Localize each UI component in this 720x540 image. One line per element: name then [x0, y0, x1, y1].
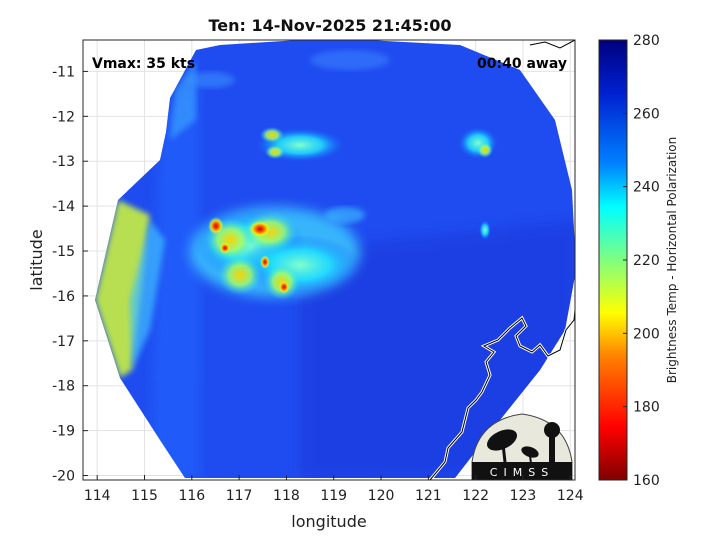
- x-tick-label: 118: [273, 488, 300, 504]
- y-tick-label: -16: [52, 289, 75, 305]
- chart-title: Ten: 14-Nov-2025 21:45:00: [208, 16, 451, 35]
- x-tick-label: 124: [557, 488, 584, 504]
- colorbar-tick-label: 200: [633, 326, 660, 342]
- axes-frame: [82, 39, 576, 481]
- x-tick-label: 123: [510, 488, 537, 504]
- colorbar-tick-label: 260: [633, 106, 660, 122]
- vmax-label: Vmax: 35 kts: [92, 56, 195, 72]
- y-tick-label: -19: [52, 424, 75, 440]
- colorbar-tick-label: 180: [633, 400, 660, 416]
- y-tick-label: -13: [52, 154, 75, 170]
- y-tick-label: -11: [52, 64, 75, 80]
- colorbar-label: Brightness Temp - Horizontal Polarizatio…: [665, 137, 679, 384]
- cimss-logo-text: CIMSS: [490, 466, 554, 479]
- x-axis-label: longitude: [291, 512, 366, 531]
- y-axis-label: latitude: [27, 229, 46, 290]
- colorbar-tick-label: 160: [633, 473, 660, 489]
- y-tick-label: -18: [52, 379, 75, 395]
- x-tick-label: 120: [368, 488, 395, 504]
- x-tick-label: 122: [462, 488, 489, 504]
- x-tick-label: 117: [226, 488, 253, 504]
- y-tick-label: -17: [52, 334, 75, 350]
- x-tick-label: 121: [415, 488, 442, 504]
- cimss-logo: CIMSS: [471, 413, 573, 481]
- y-tick-label: -12: [52, 109, 75, 125]
- y-tick-label: -20: [52, 469, 75, 485]
- y-tick-label: -15: [52, 244, 75, 260]
- colorbar: [599, 40, 627, 480]
- x-tick-label: 114: [84, 488, 111, 504]
- colorbar-tick-label: 280: [633, 33, 660, 49]
- time-away-label: 00:40 away: [477, 56, 567, 72]
- x-tick-label: 115: [131, 488, 158, 504]
- brightness-temp-swath: [95, 40, 575, 480]
- colorbar-tick-label: 240: [633, 180, 660, 196]
- x-axis: 114 115 116 117 118 119 120 121 122 123 124: [84, 475, 584, 504]
- x-tick-label: 119: [320, 488, 347, 504]
- x-tick-label: 116: [178, 488, 205, 504]
- y-axis: -11 -12 -13 -14 -15 -16 -17 -18 -19 -20: [52, 64, 88, 485]
- colorbar-ticks: 280 260 240 220 200 180 160: [623, 33, 660, 489]
- y-tick-label: -14: [52, 199, 75, 215]
- colorbar-tick-label: 220: [633, 253, 660, 269]
